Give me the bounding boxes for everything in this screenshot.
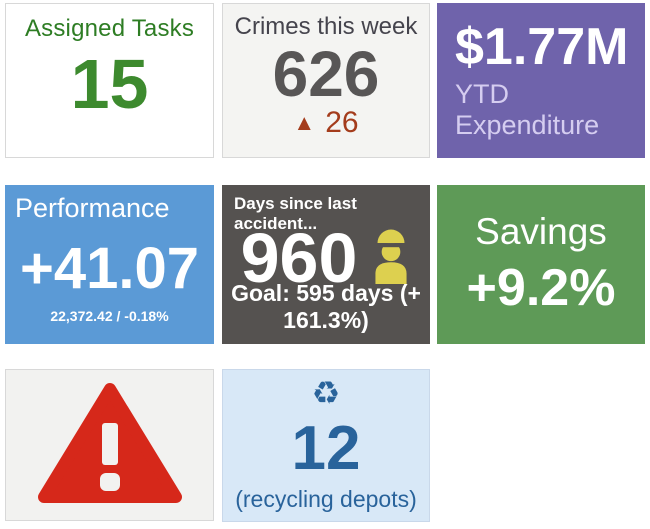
performance-detail: 22,372.42 / -0.18% [50,307,169,324]
assigned-tasks-value: 15 [70,45,149,123]
savings-value: +9.2% [466,259,616,318]
recycling-label: (recycling depots) [235,486,417,512]
tile-performance: Performance +41.07 22,372.42 / -0.18% [5,185,214,344]
assigned-tasks-title: Assigned Tasks [24,15,195,42]
accident-title: Days since last accident... [234,194,357,233]
crimes-title: Crimes this week [234,13,418,40]
accident-value: 960 [240,219,358,297]
expenditure-label: YTD Expenditure [455,78,600,140]
tile-warning [5,369,214,521]
performance-title: Performance [15,193,170,223]
crimes-value: 626 [272,38,380,110]
accident-main-row: 960 [222,223,430,293]
tile-ytd-expenditure: $1.77M YTD Expenditure [437,3,645,158]
worker-icon [371,228,411,289]
up-triangle-icon: ▲ [293,110,316,135]
tile-crimes: Crimes this week 626 ▲ 26 [222,3,430,158]
performance-value: +41.07 [19,235,199,301]
recycle-icon: ♻ [311,375,341,411]
expenditure-value: $1.77M [455,18,629,77]
crimes-delta: ▲ 26 [293,108,358,138]
warning-triangle-icon [34,379,186,512]
tile-days-since-accident: Days since last accident... 960 Goal: 59… [222,185,430,344]
tile-recycling-depots: ♻ 12 (recycling depots) [222,369,430,522]
savings-title: Savings [475,210,607,252]
tile-savings: Savings +9.2% [437,185,645,344]
recycling-value: 12 [291,413,361,483]
accident-goal: Goal: 595 days (+ 161.3%) [231,280,421,333]
crimes-delta-value: 26 [325,106,359,139]
tile-assigned-tasks: Assigned Tasks 15 [5,3,214,158]
